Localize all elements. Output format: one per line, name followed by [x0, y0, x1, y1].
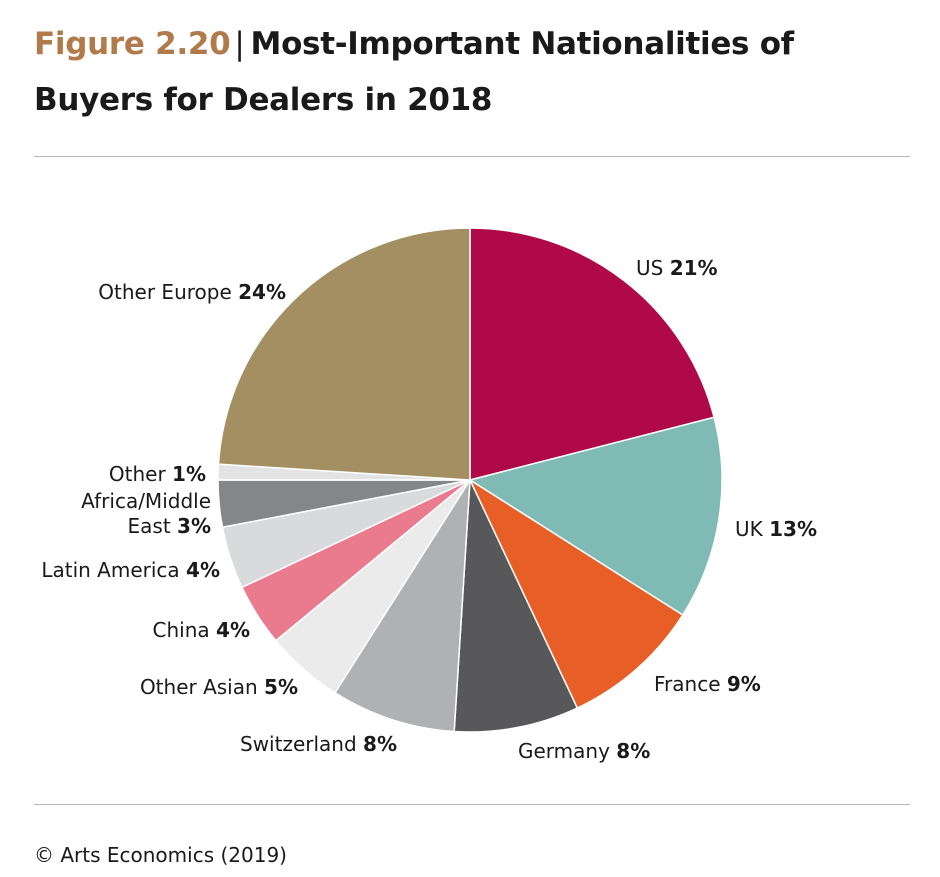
- title-line-2: Buyers for Dealers in 2018: [34, 82, 493, 118]
- pie-slice-other-europe: [217, 227, 471, 481]
- slice-label-france: France 9%: [654, 672, 761, 696]
- figure-number: Figure 2.20: [34, 26, 231, 62]
- source-note: © Arts Economics (2019): [34, 843, 287, 867]
- slice-label-us: US 21%: [636, 256, 718, 280]
- slice-label-germany: Germany 8%: [518, 739, 650, 763]
- chart-title: Figure 2.20 | Most-Important Nationalities…: [34, 16, 914, 128]
- pie-slice-uk: [468, 416, 723, 617]
- bottom-divider: [34, 804, 910, 805]
- slice-label-china: China 4%: [153, 618, 250, 642]
- slice-label-africa-middle-east: Africa/Middle East 3%: [81, 489, 211, 538]
- slice-label-other-europe: Other Europe 24%: [98, 280, 286, 304]
- title-separator: |: [234, 26, 245, 62]
- slice-label-uk: UK 13%: [735, 517, 817, 541]
- pie-slice-us: [469, 227, 715, 481]
- pie-slice-germany: [453, 479, 579, 733]
- pie-labels: US 21% UK 13% France 9% Germany 8% Switzerla…: [41, 256, 817, 763]
- slice-label-other: Other 1%: [109, 462, 206, 486]
- slice-label-switzerland: Switzerland 8%: [240, 732, 397, 756]
- pie-slice-france: [468, 477, 684, 710]
- slice-label-latin-america: Latin America 4%: [41, 558, 220, 582]
- slice-label-other-asian: Other Asian 5%: [140, 675, 298, 699]
- top-divider: [34, 156, 910, 157]
- title-line-1: Most-Important Nationalities of: [250, 26, 795, 62]
- pie-slices: [217, 227, 723, 733]
- pie-slice-switzerland: [333, 479, 471, 733]
